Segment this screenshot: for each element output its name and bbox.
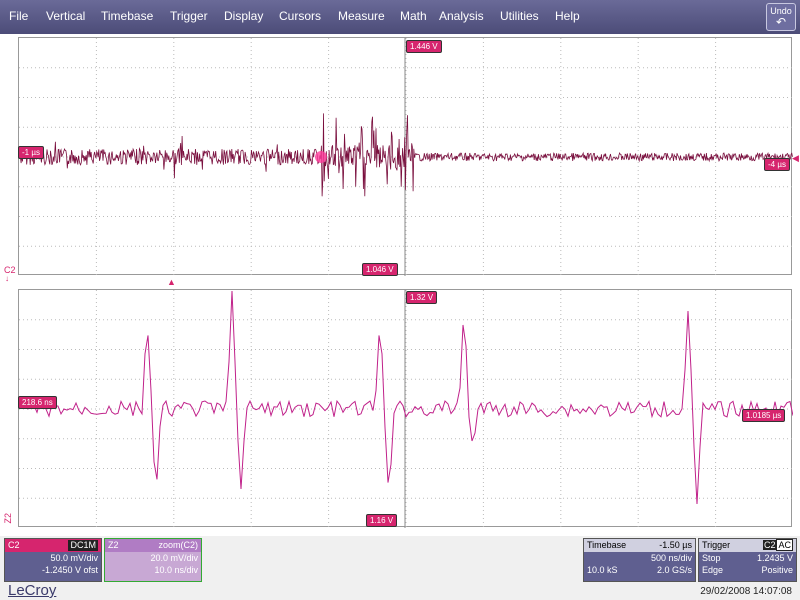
- undo-button[interactable]: Undo ↶: [766, 3, 796, 31]
- lower-right-time-label[interactable]: 1.0185 µs: [742, 409, 786, 422]
- menu-vertical[interactable]: Vertical: [46, 9, 86, 23]
- upper-right-time-label[interactable]: -4 µs: [764, 158, 790, 171]
- menu-bar: File Vertical Timebase Trigger Display C…: [0, 0, 800, 34]
- trigger-channel: C2: [762, 540, 777, 550]
- lower-zoom-plot: [19, 290, 793, 528]
- timebase-rate: 2.0 GS/s: [656, 565, 692, 575]
- menu-file[interactable]: File: [9, 9, 29, 23]
- lower-top-cursor-label[interactable]: 1.32 V: [406, 291, 438, 304]
- timebase-tdiv: 500 ns/div: [650, 553, 692, 563]
- lecroy-logo: LeCroy: [8, 582, 57, 599]
- timebase-delay: -1.50 µs: [659, 540, 692, 550]
- trigger-mode: Stop: [702, 553, 721, 563]
- c2-vdiv: 50.0 mV/div: [50, 553, 98, 563]
- undo-label: Undo: [770, 6, 792, 16]
- trigger-coupling: AC: [776, 539, 793, 551]
- menu-trigger[interactable]: Trigger: [170, 9, 208, 23]
- trigger-level: 1.2435 V: [756, 553, 793, 563]
- timebase-box[interactable]: Timebase -1.50 µs 500 ns/div 10.0 kS 2.0…: [583, 538, 696, 582]
- date-time: 29/02/2008 14:07:08: [700, 586, 792, 597]
- menu-help[interactable]: Help: [555, 9, 580, 23]
- upper-bottom-cursor-label[interactable]: 1.046 V: [362, 263, 398, 276]
- z2-name: Z2: [108, 540, 119, 550]
- trigger-position-marker-icon[interactable]: ▲: [167, 277, 176, 287]
- trigger-box[interactable]: Trigger C2 AC Stop 1.2435 V Edge Positive: [698, 538, 797, 582]
- lower-left-time-label[interactable]: 218.6 ns: [18, 396, 57, 409]
- c2-name: C2: [8, 540, 20, 550]
- upper-left-time-label[interactable]: -1 µs: [18, 146, 44, 159]
- menu-utilities[interactable]: Utilities: [500, 9, 539, 23]
- menu-display[interactable]: Display: [224, 9, 264, 23]
- menu-math[interactable]: Math: [400, 9, 427, 23]
- menu-analysis[interactable]: Analysis: [439, 9, 484, 23]
- z2-zoom-box[interactable]: Z2 zoom(C2) 20.0 mV/div 10.0 ns/div: [104, 538, 202, 582]
- c2-channel-box[interactable]: C2 DC1M 50.0 mV/div -1.2450 V ofst: [4, 538, 102, 582]
- c2-ground-arrow-icon: ↓: [5, 274, 9, 283]
- c2-offset: -1.2450 V ofst: [41, 565, 98, 575]
- upper-level-marker-icon: ◀: [792, 153, 799, 163]
- timebase-title: Timebase: [587, 540, 627, 550]
- undo-arrow-icon: ↶: [775, 15, 787, 29]
- upper-waveform-plot: [19, 38, 793, 276]
- menu-cursors[interactable]: Cursors: [279, 9, 322, 23]
- c2-channel-marker: C2: [4, 265, 16, 275]
- trigger-title: Trigger: [702, 540, 731, 550]
- z2-tdiv: 10.0 ns/div: [154, 565, 198, 575]
- menu-measure[interactable]: Measure: [338, 9, 385, 23]
- menu-timebase[interactable]: Timebase: [101, 9, 154, 23]
- trigger-slope: Positive: [761, 565, 793, 575]
- lower-zoom-grid[interactable]: [18, 289, 793, 528]
- upper-top-cursor-label[interactable]: 1.446 V: [406, 40, 442, 53]
- z2-source: zoom(C2): [158, 540, 198, 550]
- z2-channel-marker: Z2: [3, 513, 13, 524]
- timebase-samples: 10.0 kS: [587, 565, 618, 575]
- trigger-type: Edge: [702, 565, 724, 575]
- z2-vdiv: 20.0 mV/div: [150, 553, 198, 563]
- c2-coupling-badge: DC1M: [68, 540, 98, 551]
- lower-bottom-cursor-label[interactable]: 1.16 V: [366, 514, 398, 527]
- upper-waveform-grid[interactable]: [18, 37, 793, 276]
